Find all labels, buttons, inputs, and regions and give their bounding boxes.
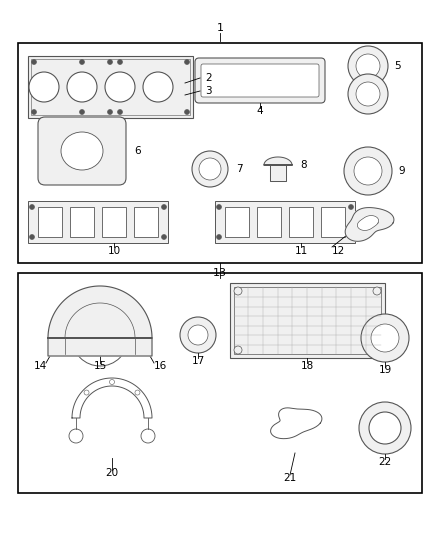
Circle shape [373, 287, 381, 295]
Bar [70, 207, 94, 237]
Circle shape [349, 235, 353, 239]
Text: 8: 8 [300, 160, 307, 170]
Circle shape [184, 60, 190, 64]
FancyBboxPatch shape [201, 64, 319, 97]
Bar [225, 207, 249, 237]
Circle shape [107, 60, 113, 64]
Bar [257, 207, 281, 237]
Text: 21: 21 [283, 473, 297, 483]
Text: 18: 18 [300, 361, 314, 371]
Circle shape [67, 72, 97, 102]
Bar [28, 56, 193, 118]
Circle shape [184, 109, 190, 115]
Circle shape [356, 82, 380, 106]
Circle shape [72, 310, 128, 366]
Text: 13: 13 [213, 268, 227, 278]
Circle shape [32, 60, 36, 64]
Bar [28, 201, 168, 243]
Text: 6: 6 [134, 146, 141, 156]
Text: 19: 19 [378, 365, 392, 375]
Text: 3: 3 [205, 86, 212, 96]
Circle shape [143, 72, 173, 102]
Circle shape [344, 147, 392, 195]
Circle shape [162, 205, 166, 209]
FancyBboxPatch shape [38, 117, 126, 185]
Bar [234, 287, 381, 354]
Bar [215, 201, 355, 243]
Circle shape [29, 205, 35, 209]
Text: 1: 1 [216, 23, 223, 33]
Circle shape [138, 312, 142, 318]
Text: 16: 16 [153, 361, 166, 371]
Text: 5: 5 [394, 61, 401, 71]
Text: 17: 17 [191, 356, 205, 366]
Text: 11: 11 [294, 246, 307, 256]
Bar [102, 207, 126, 237]
Circle shape [162, 235, 166, 239]
Circle shape [138, 349, 142, 353]
Bar [230, 283, 385, 358]
Text: 9: 9 [398, 166, 405, 176]
Polygon shape [264, 157, 292, 165]
Circle shape [371, 324, 399, 352]
Circle shape [192, 151, 228, 187]
Bar [321, 207, 345, 237]
Bar [18, 43, 422, 263]
Circle shape [199, 158, 221, 180]
Text: 10: 10 [107, 246, 120, 256]
Polygon shape [345, 207, 394, 241]
Bar [18, 273, 422, 493]
Bar [38, 207, 62, 237]
Circle shape [180, 317, 216, 353]
Text: 22: 22 [378, 457, 392, 467]
Circle shape [348, 74, 388, 114]
Circle shape [216, 235, 222, 239]
Circle shape [80, 60, 85, 64]
Circle shape [57, 349, 63, 353]
Ellipse shape [61, 132, 103, 170]
Polygon shape [48, 286, 152, 356]
Text: 12: 12 [332, 246, 345, 256]
Circle shape [354, 157, 382, 185]
Circle shape [356, 54, 380, 78]
Circle shape [234, 346, 242, 354]
Polygon shape [357, 215, 378, 230]
Bar [31, 59, 190, 115]
Circle shape [107, 109, 113, 115]
Circle shape [117, 60, 123, 64]
Bar [289, 207, 313, 237]
Circle shape [188, 325, 208, 345]
Text: 2: 2 [205, 73, 212, 83]
Bar [134, 207, 158, 237]
Circle shape [50, 349, 56, 353]
Text: 14: 14 [33, 361, 46, 371]
Circle shape [361, 314, 409, 362]
Circle shape [32, 109, 36, 115]
Text: 7: 7 [236, 164, 243, 174]
Circle shape [348, 46, 388, 86]
Circle shape [349, 205, 353, 209]
FancyBboxPatch shape [195, 58, 325, 103]
Circle shape [80, 109, 85, 115]
Circle shape [29, 72, 59, 102]
Circle shape [105, 72, 135, 102]
Circle shape [369, 412, 401, 444]
Circle shape [359, 402, 411, 454]
Polygon shape [270, 165, 286, 181]
Text: 15: 15 [93, 361, 106, 371]
Circle shape [145, 349, 149, 353]
Text: 20: 20 [106, 468, 119, 478]
Circle shape [216, 205, 222, 209]
Circle shape [234, 287, 242, 295]
Circle shape [373, 346, 381, 354]
Text: 4: 4 [257, 106, 263, 116]
Circle shape [117, 109, 123, 115]
Circle shape [58, 312, 63, 318]
Circle shape [29, 235, 35, 239]
